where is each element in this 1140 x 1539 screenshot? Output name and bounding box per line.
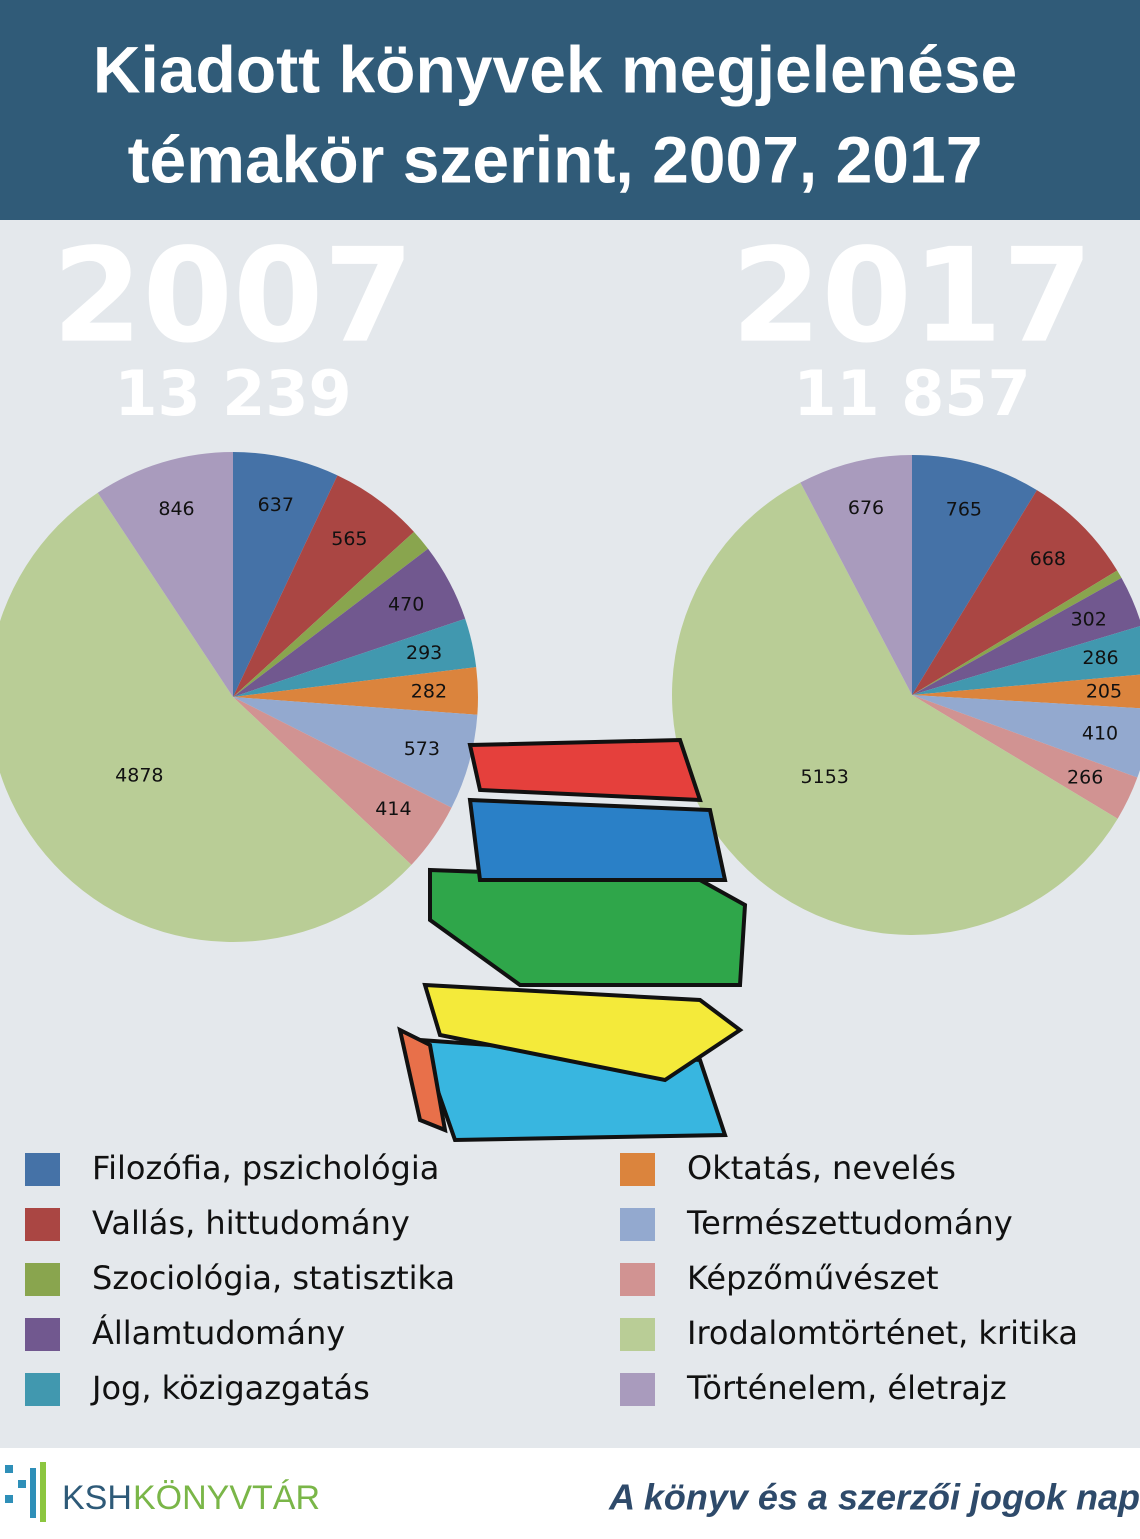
legend-swatch (620, 1318, 655, 1351)
legend-swatch (620, 1153, 655, 1186)
slice-label: 414 (375, 798, 411, 820)
slice-label: 266 (1067, 766, 1103, 788)
slice-label: 846 (158, 498, 194, 520)
legend-label: Természettudomány (686, 1204, 1013, 1242)
legend-swatch (25, 1208, 60, 1241)
pie-slice (233, 667, 478, 715)
total-heading: 11 857 (793, 357, 1030, 430)
legend-swatch (25, 1153, 60, 1186)
slice-label: 293 (406, 642, 442, 664)
pie-slice (233, 452, 338, 697)
slice-label: 282 (411, 681, 447, 703)
legend-swatch (25, 1373, 60, 1406)
pie-slice (912, 490, 1118, 695)
legend-swatch (25, 1263, 60, 1296)
slice-label: 4878 (115, 764, 163, 786)
legend-label: Jog, közigazgatás (90, 1369, 370, 1407)
slice-label: 765 (946, 499, 982, 521)
header-band (0, 0, 1140, 220)
pie-slice (233, 697, 478, 808)
legend-label: Államtudomány (92, 1314, 345, 1352)
pie-slice (233, 697, 452, 865)
books-illustration (397, 737, 748, 1143)
legend-swatch (620, 1373, 655, 1406)
pie-slice (912, 695, 1140, 778)
legend-label: Irodalomtörténet, kritika (687, 1314, 1078, 1352)
title-line: Kiadott könyvek megjelenése (93, 32, 1017, 106)
slice-label: 410 (1082, 722, 1118, 744)
brand-ksh: KSH (62, 1479, 132, 1517)
legend-label: Történelem, életrajz (686, 1369, 1007, 1407)
pie-slice (233, 618, 477, 697)
legend-label: Szociológia, statisztika (92, 1259, 455, 1297)
slice-label: 5153 (801, 766, 849, 788)
pie-slice (97, 452, 233, 697)
pie-slice (912, 695, 1138, 819)
slice-label: 286 (1082, 647, 1118, 669)
pie-slice (912, 626, 1140, 695)
slice-label: 470 (388, 594, 424, 616)
pie-slice (233, 548, 466, 697)
year-heading: 2017 (731, 220, 1093, 372)
brand-konyvtar: KÖNYVTÁR (133, 1479, 320, 1517)
pie-slice (912, 577, 1140, 695)
legend-swatch (25, 1318, 60, 1351)
logo-mark (5, 1462, 46, 1522)
slice-label: 668 (1030, 548, 1066, 570)
title-line: témakör szerint, 2007, 2017 (128, 122, 983, 196)
total-heading: 13 239 (114, 357, 351, 430)
slice-label: 565 (331, 528, 367, 550)
slice-label: 676 (848, 497, 884, 519)
pie-slice (233, 475, 414, 697)
pie-slice (0, 492, 412, 942)
legend-label: Filozófia, pszichológia (92, 1149, 439, 1187)
slice-label: 205 (1086, 681, 1122, 703)
legend-swatch (620, 1263, 655, 1296)
pie-slice (912, 455, 1037, 695)
legend-label: Vallás, hittudomány (92, 1204, 410, 1242)
pie-slice (912, 570, 1122, 695)
pie-slice (233, 531, 429, 697)
slice-label: 637 (258, 494, 294, 516)
pie-slice (672, 482, 1118, 935)
tagline: A könyv és a szerzői jogok nap (608, 1477, 1140, 1518)
year-heading: 2007 (52, 220, 414, 372)
legend-label: Oktatás, nevelés (687, 1149, 956, 1187)
slice-label: 302 (1071, 608, 1107, 630)
legend-label: Képzőművészet (687, 1259, 939, 1297)
pie-slice (912, 674, 1140, 709)
legend-swatch (620, 1208, 655, 1241)
pie-slice (800, 455, 912, 695)
slice-label: 573 (404, 738, 440, 760)
footer-band (0, 1448, 1140, 1539)
